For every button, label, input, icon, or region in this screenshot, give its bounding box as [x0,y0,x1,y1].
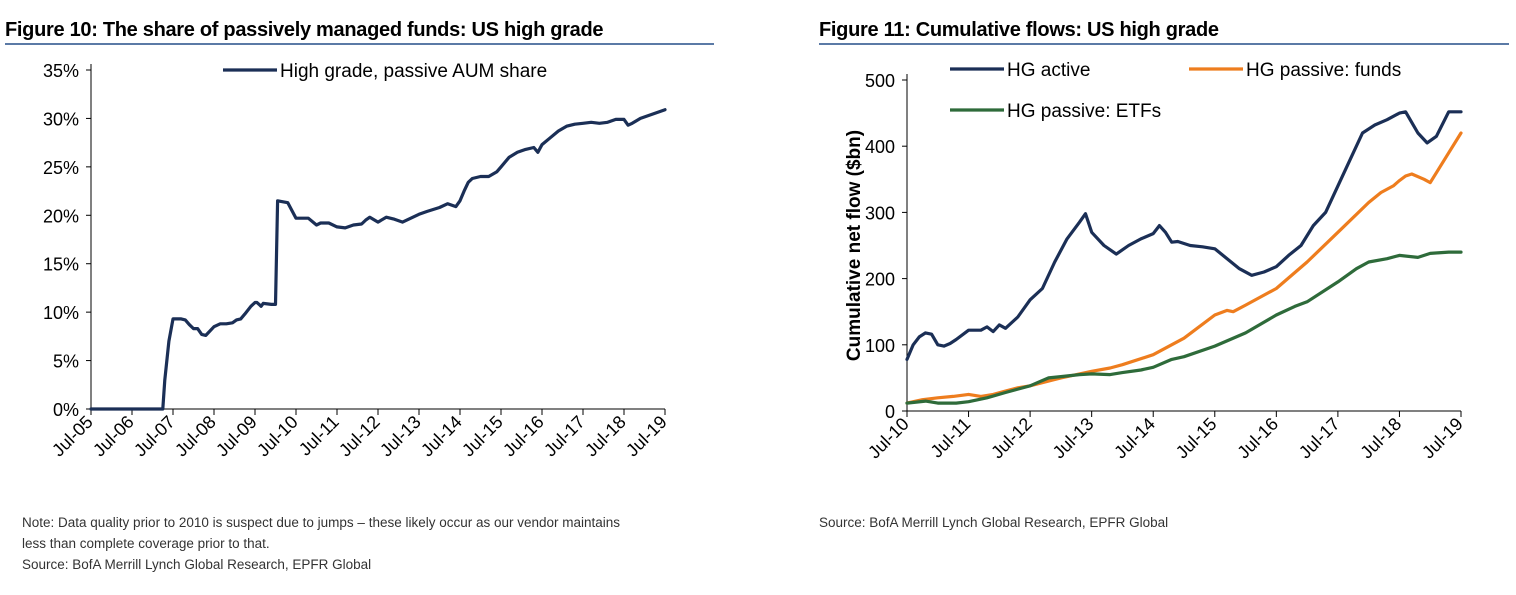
x-tick-label: Jul-18 [581,412,630,461]
legend-label: HG passive: ETFs [1007,101,1161,122]
x-tick-label: Jul-11 [295,412,343,460]
x-tick-label: Jul-11 [927,414,975,462]
x-tick-label: Jul-17 [1295,414,1344,463]
x-tick-label: Jul-18 [1356,414,1405,463]
series-line-hg-active [905,110,1463,361]
y-axis-title: Cumulative net flow ($bn) [844,130,865,361]
y-tick-label: 300 [865,203,895,223]
figure-11-title-rule [819,43,1509,45]
x-tick-label: Jul-07 [130,412,179,461]
y-tick-label: 20% [43,206,79,226]
x-tick-label: Jul-13 [376,412,425,461]
x-tick-label: Jul-13 [1049,414,1098,463]
x-tick-label: Jul-12 [335,412,384,461]
series-line-high-grade-passive-aum-share [89,108,667,411]
y-tick-label: 35% [43,61,79,81]
legend-label: HG passive: funds [1246,60,1401,81]
x-tick-label: Jul-14 [417,412,466,461]
legend-label: HG active [1007,60,1090,81]
legend-label: High grade, passive AUM share [280,61,547,82]
x-tick-label: Jul-15 [458,412,507,461]
figure-10-note: Note: Data quality prior to 2010 is susp… [22,512,722,575]
y-tick-label: 100 [865,336,895,356]
note-line-2: less than complete coverage prior to tha… [22,536,270,551]
y-tick-label: 400 [865,137,895,157]
figure-10-chart: 0%5%10%15%20%25%30%35%Jul-05Jul-06Jul-07… [43,61,671,461]
y-tick-label: 0% [53,400,79,420]
figure-10-title: Figure 10: The share of passively manage… [5,19,604,41]
figure-10-source: Source: BofA Merrill Lynch Global Resear… [22,557,372,572]
note-line-1: Note: Data quality prior to 2010 is susp… [22,515,621,530]
x-tick-label: Jul-10 [253,412,302,461]
x-tick-label: Jul-15 [1172,414,1221,463]
y-tick-label: 0 [885,402,895,422]
figure-11-note: Source: BofA Merrill Lynch Global Resear… [819,512,1499,533]
x-tick-label: Jul-08 [171,412,220,461]
x-tick-label: Jul-06 [89,412,138,461]
x-tick-label: Jul-14 [1110,414,1159,463]
y-tick-label: 15% [43,255,79,275]
x-tick-label: Jul-16 [499,412,548,461]
figure-11-source: Source: BofA Merrill Lynch Global Resear… [819,515,1169,530]
x-tick-label: Jul-16 [1233,414,1282,463]
y-tick-label: 500 [865,71,895,91]
y-tick-label: 30% [43,109,79,129]
x-tick-label: Jul-12 [987,414,1036,463]
figure-10-title-rule [5,43,714,45]
x-tick-label: Jul-19 [622,412,671,461]
x-tick-label: Jul-09 [212,412,261,461]
x-tick-label: Jul-19 [1418,414,1467,463]
y-tick-label: 200 [865,270,895,290]
x-tick-label: Jul-17 [540,412,589,461]
figure-11-title: Figure 11: Cumulative flows: US high gra… [819,19,1219,41]
y-tick-label: 25% [43,158,79,178]
figure-10-panel: Figure 10: The share of passively manage… [0,0,720,595]
series-line-hg-passive-etfs [905,250,1463,405]
figure-11-panel: Figure 11: Cumulative flows: US high gra… [815,0,1516,595]
y-tick-label: 10% [43,303,79,323]
series-line-hg-passive-funds [905,131,1463,405]
y-tick-label: 5% [53,352,79,372]
